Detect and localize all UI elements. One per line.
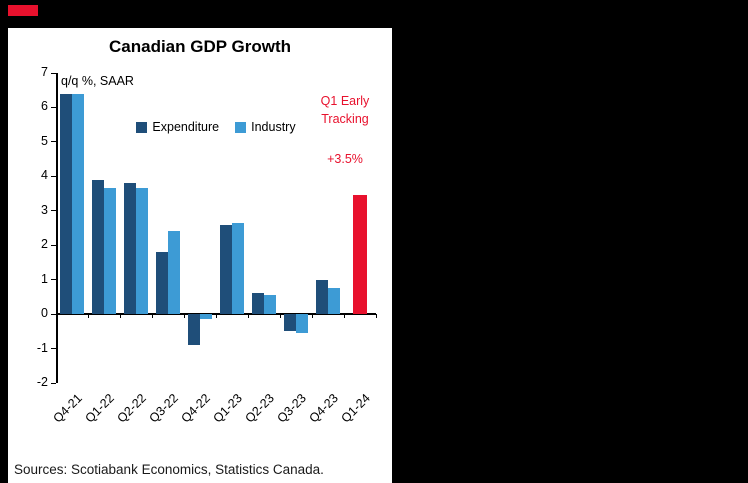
bar-industry-q3-23 — [296, 314, 308, 334]
axis-units-label: q/q %, SAAR — [61, 74, 134, 88]
chart-panel: Canadian GDP Growth q/q %, SAAR Expendit… — [8, 28, 392, 483]
legend: Expenditure Industry — [56, 120, 376, 134]
y-axis-line — [56, 73, 58, 383]
bar-industry-q4-22 — [200, 314, 212, 320]
x-axis-tick — [247, 314, 249, 319]
bar-industry-q2-22 — [136, 188, 148, 315]
bar-expenditure-q2-22 — [124, 183, 136, 315]
bar-expenditure-q3-22 — [156, 252, 168, 315]
x-axis-tick — [87, 314, 89, 319]
y-axis-label: 5 — [41, 133, 48, 148]
bar-industry-q1-23 — [232, 222, 244, 315]
y-axis-label: 4 — [41, 168, 48, 183]
bar-expenditure-q4-21 — [60, 93, 72, 315]
y-axis-label: 7 — [41, 65, 48, 79]
top-bar — [0, 0, 748, 28]
y-axis-label: 0 — [41, 306, 48, 321]
legend-swatch-expenditure — [136, 121, 148, 133]
annotation-value: +3.5% — [327, 152, 363, 166]
x-axis-tick — [343, 314, 345, 319]
y-axis-label: 1 — [41, 271, 48, 286]
bar-expenditure-q4-23 — [316, 279, 328, 315]
bar-industry-q1-22 — [104, 188, 116, 315]
y-axis-tick — [51, 348, 56, 350]
legend-swatch-industry — [235, 121, 247, 133]
y-axis-label: -2 — [36, 375, 48, 389]
x-axis-tick — [215, 314, 217, 319]
x-axis-tick — [311, 314, 313, 319]
chart-title: Canadian GDP Growth — [109, 37, 291, 56]
bar-expenditure-q3-23 — [284, 314, 296, 332]
y-axis-label: -1 — [36, 340, 48, 355]
bar-industry-q3-22 — [168, 231, 180, 315]
bar-industry-q2-23 — [264, 295, 276, 315]
bar-expenditure-q1-22 — [92, 179, 104, 315]
x-axis-tick — [55, 314, 57, 319]
y-axis-tick — [51, 382, 56, 384]
y-axis-label: 6 — [41, 99, 48, 114]
bar-industry-q4-21 — [72, 93, 84, 315]
bar-expenditure-q2-23 — [252, 293, 264, 315]
sources-note: Sources: Scotiabank Economics, Statistic… — [14, 462, 324, 477]
y-axis-tick — [51, 244, 56, 246]
bar-q1-early-tracking-q1-24 — [353, 195, 367, 315]
annotation-line-1: Q1 Early — [320, 94, 370, 108]
x-axis-tick — [151, 314, 153, 319]
y-axis-tick — [51, 106, 56, 108]
y-axis-tick — [51, 141, 56, 143]
plot-area: q/q %, SAAR Expenditure Industry Q1 Early… — [37, 65, 377, 425]
x-axis-tick — [375, 314, 377, 319]
y-axis-tick — [51, 210, 56, 212]
bar-expenditure-q1-23 — [220, 224, 232, 315]
x-axis-tick — [183, 314, 185, 319]
y-axis-tick — [51, 313, 56, 315]
legend-item-industry: Industry — [235, 120, 296, 134]
y-axis-label: 2 — [41, 237, 48, 252]
annotation: Q1 Early Tracking +3.5% — [300, 93, 390, 169]
bar-industry-q4-23 — [328, 288, 340, 315]
annotation-line-2: Tracking — [321, 111, 369, 126]
legend-label-industry: Industry — [251, 120, 296, 134]
red-accent-bar — [8, 5, 38, 16]
x-axis-tick — [119, 314, 121, 319]
y-axis-tick — [51, 175, 56, 177]
y-axis-tick — [51, 279, 56, 281]
legend-item-expenditure: Expenditure — [136, 120, 219, 134]
legend-label-expenditure: Expenditure — [152, 120, 220, 134]
bar-expenditure-q4-22 — [188, 314, 200, 346]
y-axis-tick — [51, 72, 56, 74]
y-axis-label: 3 — [41, 202, 48, 217]
x-axis-tick — [279, 314, 281, 319]
